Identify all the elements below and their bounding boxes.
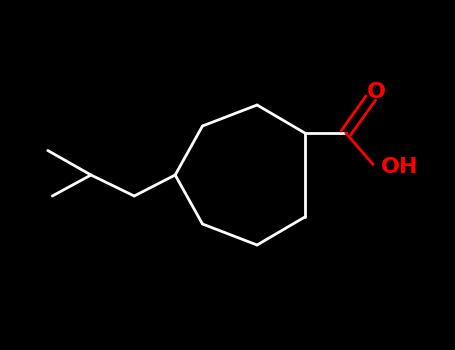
Text: OH: OH: [381, 157, 419, 177]
Text: O: O: [367, 82, 386, 102]
